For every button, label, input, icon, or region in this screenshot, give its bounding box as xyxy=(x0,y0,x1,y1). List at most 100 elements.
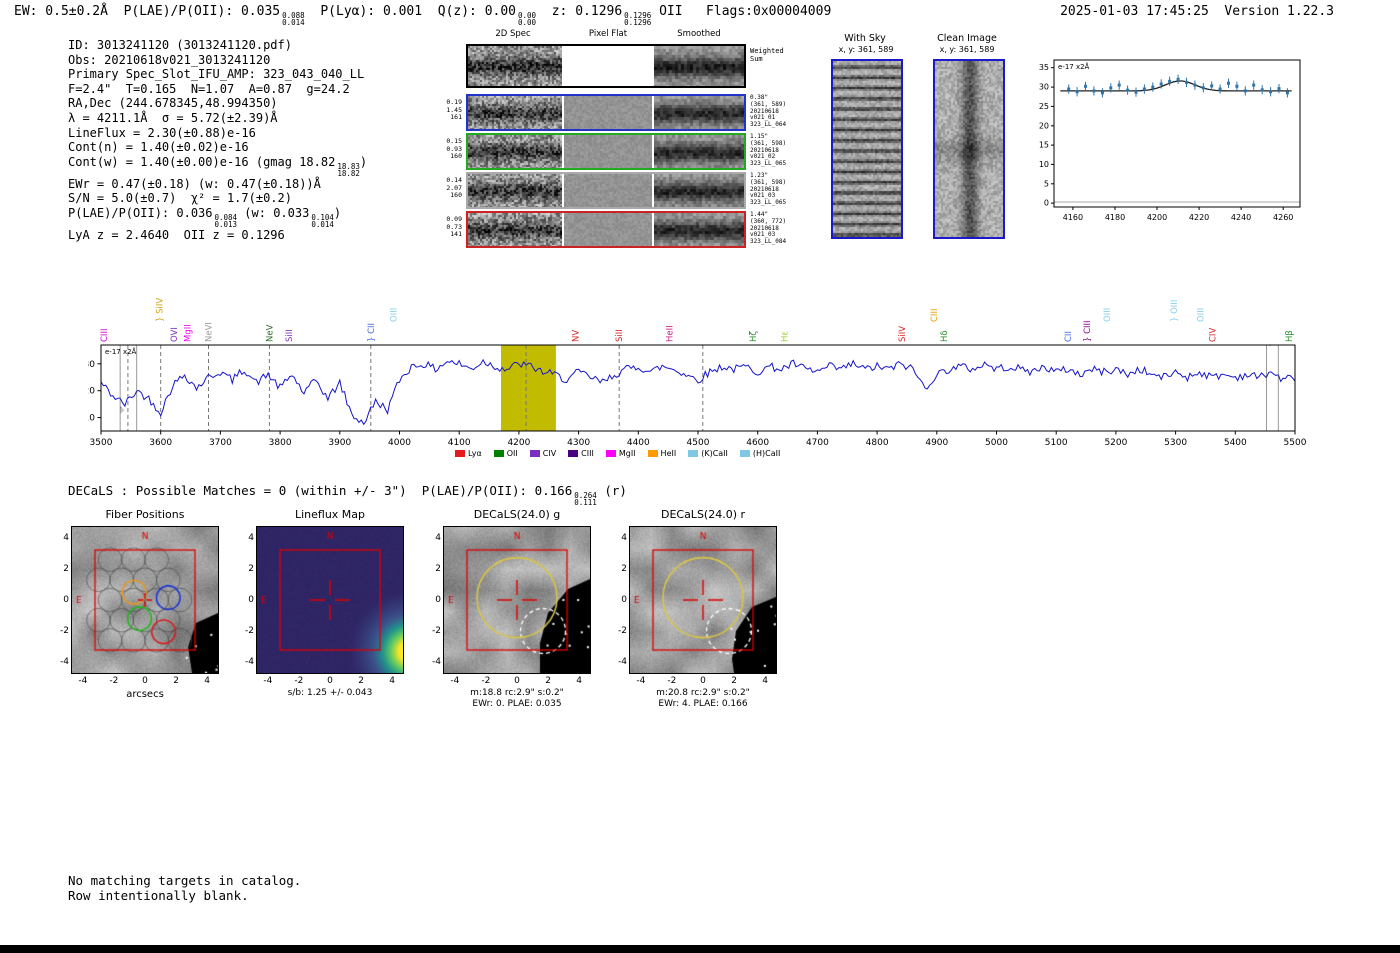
cutout-x-tick-label: 0 xyxy=(514,676,520,686)
legend-label: (K)CaII xyxy=(701,449,728,458)
svg-text:5000: 5000 xyxy=(985,438,1008,448)
svg-text:OIII: OIII xyxy=(1197,308,1207,322)
uncertainty-upper: 18.83 xyxy=(337,161,360,171)
svg-text:4800: 4800 xyxy=(866,438,889,448)
uncertainty-upper: 0.084 xyxy=(214,212,238,222)
legend-label: (H)CaII xyxy=(752,449,781,458)
cutout-y-tick-label: 0 xyxy=(63,595,69,605)
spec2d-row-right-labels: 1.15" (361, 598) 20210618 v021_02 323_LL… xyxy=(750,133,787,168)
cutout-x-tick-label: 2 xyxy=(545,676,551,686)
svg-text:NV: NV xyxy=(572,330,582,342)
uncertainty-upper: 0.1296 xyxy=(624,11,652,20)
info-line: Obs: 20210618v021_3013241120 xyxy=(68,53,367,68)
full-spectrum-chart: 3500 3600 3700 3800 3900 4000 4100 4200 4300 4400… xyxy=(84,276,1313,465)
text-segment: DECaLS : Possible Matches = 0 (within +/… xyxy=(68,483,573,498)
text-segment: ID: 3013241120 (3013241120.pdf) xyxy=(68,38,292,52)
svg-text:10: 10 xyxy=(88,414,95,424)
cutout-y-tick-label: -2 xyxy=(60,626,69,637)
svg-text:NeV: NeV xyxy=(265,324,275,342)
text-segment: RA,Dec (244.678345,48.994350) xyxy=(68,96,278,111)
cutout-x-tick-label: -2 xyxy=(109,676,119,686)
col-title-2dspec: 2D Spec xyxy=(495,29,531,39)
cutout-x-tick-label: 4 xyxy=(389,676,395,686)
text-segment: z: 0.1296 xyxy=(536,4,623,19)
svg-text:3500: 3500 xyxy=(90,438,113,448)
uncertainty-lower: 18.82 xyxy=(337,168,360,178)
spec2d-smoothed-image xyxy=(654,96,744,129)
uncertainty-range: 0.084 0.013 xyxy=(214,212,238,229)
cutout-x-tick-label: 2 xyxy=(731,676,737,686)
svg-text:SiIV: SiIV xyxy=(898,326,908,342)
spec2d-row-left-labels: 0.14 2.07 160 xyxy=(446,176,462,199)
svg-text:4200: 4200 xyxy=(507,438,530,448)
legend-swatch xyxy=(647,450,658,457)
cutout-image xyxy=(629,526,777,674)
cutout-title: DECaLS(24.0) r xyxy=(660,508,746,521)
cleanimage-title: Clean Image xyxy=(937,33,997,44)
text-segment: LineFlux = 2.30(±0.88)e-16 xyxy=(68,125,256,140)
info-line: EWr = 0.47(±0.18) (w: 0.47(±0.18))Å xyxy=(68,177,367,192)
cutout-caption: m:20.8 rc:2.9" s:0.2" xyxy=(656,688,750,698)
spec2d-row-right-labels: 1.23" (361, 598) 20210618 v021_03 323_LL… xyxy=(750,172,787,207)
info-line: ID: 3013241120 (3013241120.pdf) xyxy=(68,38,367,53)
cutout-y-tick-label: 4 xyxy=(248,532,254,543)
info-line: λ = 4211.1Å σ = 5.72(±2.39)Å xyxy=(68,111,367,126)
cutout-title: Fiber Positions xyxy=(105,508,185,521)
legend-swatch xyxy=(529,450,540,457)
cutout-x-axis-label: arcsecs xyxy=(126,689,164,700)
legend-item: CIII xyxy=(568,449,594,458)
cutout-panel: DECaLS(24.0) r -4 -4 -2 -2 0 0 2 2 4 4 m:20.8 rc:2.… xyxy=(606,508,802,720)
decals-matches-line: DECaLS : Possible Matches = 0 (within +/… xyxy=(68,483,627,507)
legend-item: CIV xyxy=(529,449,556,458)
legend-swatch xyxy=(688,450,699,457)
cutout-panel: Lineflux Map -4 -4 -2 -2 0 0 2 2 4 4 s/b: 1.25 +/- … xyxy=(233,508,429,720)
info-line: F=2.4" T=0.165 N=1.07 A=0.87 g=24.2 xyxy=(68,82,367,97)
svg-text:CIII: CIII xyxy=(930,309,940,322)
cutout-caption: m:18.8 rc:2.9" s:0.2" xyxy=(470,688,564,698)
uncertainty-upper: 0.088 xyxy=(282,11,305,20)
col-title-pixelflat: Pixel Flat xyxy=(588,29,628,39)
legend-label: OII xyxy=(506,449,518,458)
info-line: Primary Spec_Slot_IFU_AMP: 323_043_040_L… xyxy=(68,67,367,82)
spec2d-pixelflat-image xyxy=(564,96,652,129)
cutout-y-tick-label: 2 xyxy=(248,563,254,574)
cutout-image xyxy=(71,526,219,674)
svg-text:OVI: OVI xyxy=(170,327,180,342)
cutout-panel: DECaLS(24.0) g -4 -4 -2 -2 0 0 2 2 4 4 m:18.8 rc:2.… xyxy=(420,508,616,720)
svg-text:5400: 5400 xyxy=(1224,438,1247,448)
svg-text:4100: 4100 xyxy=(448,438,471,448)
spec2d-row-right-labels: 0.38" (361, 589) 20210618 v021_01 323_LL… xyxy=(750,94,787,129)
cutout-title: Lineflux Map xyxy=(294,508,366,521)
cutout-x-tick-label: 4 xyxy=(204,676,210,686)
text-segment: (w: 0.033 xyxy=(237,205,310,220)
svg-text:4220: 4220 xyxy=(1189,213,1209,222)
cutout-x-tick-label: -2 xyxy=(481,676,491,686)
svg-text:MgII: MgII xyxy=(184,324,194,342)
legend-item: MgII xyxy=(605,449,636,458)
text-segment: F=2.4" T=0.165 N=1.07 A=0.87 g=24.2 xyxy=(68,81,350,96)
spec2d-row-left-labels: 0.19 1.45 161 xyxy=(446,98,462,121)
uncertainty-lower: 0.111 xyxy=(574,498,597,507)
cutout-y-tick-label: 4 xyxy=(63,532,69,543)
uncertainty-range: 0.264 0.111 xyxy=(574,491,597,507)
uncertainty-upper: 0.264 xyxy=(574,491,597,500)
cutout-x-tick-label: 4 xyxy=(576,676,582,686)
text-segment: Cont(n) = 1.40(±0.02)e-16 xyxy=(68,140,249,155)
spec2d-2d-image xyxy=(468,213,562,246)
svg-text:4300: 4300 xyxy=(567,438,590,448)
text-segment: ) xyxy=(359,154,368,169)
spec2d-row-left-labels: 0.09 0.73 141 xyxy=(446,215,462,238)
uncertainty-range: 0.00 0.00 xyxy=(518,12,536,27)
cutout-image xyxy=(443,526,591,674)
uncertainty-range: 0.1296 0.1296 xyxy=(624,11,652,27)
cutout-y-tick-label: 0 xyxy=(621,595,627,605)
spec2d-smoothed-image xyxy=(654,174,744,207)
cutout-y-tick-label: -4 xyxy=(245,657,254,668)
cutout-caption: EWr: 0. PLAE: 0.035 xyxy=(472,699,562,709)
spec2d-row xyxy=(466,94,746,131)
uncertainty-lower: 0.013 xyxy=(214,219,238,229)
withsky-title: With Sky xyxy=(844,33,886,44)
text-segment: OII Flags:0x00004009 xyxy=(651,4,832,19)
cleanimage-image xyxy=(933,59,1005,239)
svg-text:5200: 5200 xyxy=(1104,438,1127,448)
